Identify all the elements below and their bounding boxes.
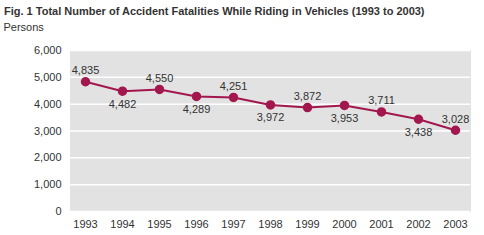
svg-text:4,000: 4,000 <box>34 98 62 110</box>
svg-text:1999: 1999 <box>295 218 319 230</box>
svg-text:1998: 1998 <box>258 218 282 230</box>
svg-text:2001: 2001 <box>369 218 393 230</box>
html-text:Fig. 1 Total Number of Acciden: Fig. 1 Total Number of Accident Fataliti… <box>4 5 425 17</box>
svg-text:2,000: 2,000 <box>34 151 62 163</box>
svg-text:3,711: 3,711 <box>368 94 395 106</box>
svg-text:3,438: 3,438 <box>405 126 433 138</box>
svg-text:5,000: 5,000 <box>34 71 62 83</box>
svg-text:3,872: 3,872 <box>294 90 322 102</box>
svg-text:4,251: 4,251 <box>220 80 248 92</box>
svg-text:4,835: 4,835 <box>72 64 100 76</box>
svg-text:1995: 1995 <box>147 218 171 230</box>
svg-text:4,550: 4,550 <box>146 72 174 84</box>
svg-text:3,972: 3,972 <box>257 111 285 123</box>
svg-text:1,000: 1,000 <box>34 178 62 190</box>
svg-text:3,953: 3,953 <box>331 112 359 124</box>
svg-text:4,289: 4,289 <box>183 103 211 115</box>
svg-text:1997: 1997 <box>221 218 245 230</box>
svg-text:1996: 1996 <box>184 218 208 230</box>
svg-text:6,000: 6,000 <box>34 44 62 56</box>
svg-text:2000: 2000 <box>332 218 356 230</box>
svg-text:Persons: Persons <box>4 21 45 33</box>
svg-text:2002: 2002 <box>406 218 430 230</box>
svg-text:2003: 2003 <box>443 218 467 230</box>
svg-text:3,028: 3,028 <box>442 113 470 125</box>
svg-text:1994: 1994 <box>110 218 134 230</box>
svg-text:0: 0 <box>55 205 61 217</box>
svg-text:4,482: 4,482 <box>109 98 137 110</box>
svg-text:3,000: 3,000 <box>34 125 62 137</box>
svg-text:1993: 1993 <box>73 218 97 230</box>
